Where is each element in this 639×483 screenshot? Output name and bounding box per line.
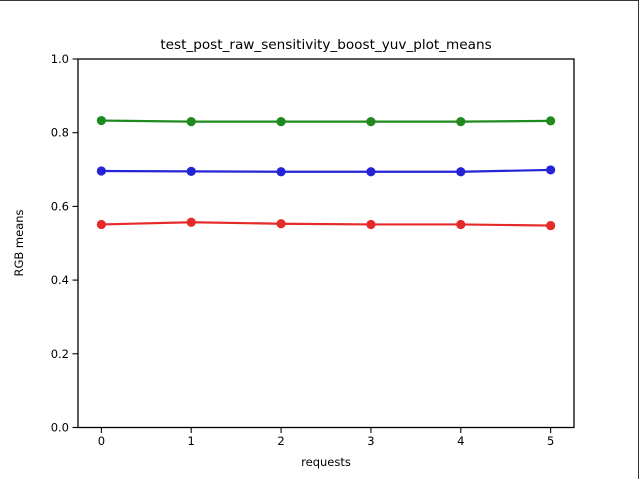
screenshot-top-edge [0, 0, 639, 1]
data-point-blue [456, 167, 466, 177]
x-tick-label: 3 [367, 434, 374, 448]
data-point-red [276, 219, 286, 229]
y-tick-label: 0.8 [51, 126, 69, 140]
y-tick-label: 0.4 [51, 273, 69, 287]
x-tick-label: 5 [547, 434, 554, 448]
chart-title: test_post_raw_sensitivity_boost_yuv_plot… [160, 37, 491, 53]
data-point-blue [96, 166, 106, 176]
series-line-green [100, 119, 552, 123]
series-line-blue [100, 168, 552, 173]
x-tick-label: 0 [98, 434, 105, 448]
data-point-red [456, 219, 466, 230]
series-line-red [100, 221, 552, 227]
data-point-green [186, 117, 196, 127]
data-point-green [456, 117, 466, 127]
x-tick-label: 4 [457, 434, 464, 448]
data-point-blue [276, 167, 286, 177]
axes-spines [77, 58, 575, 429]
data-point-blue [186, 166, 196, 176]
data-point-red [96, 219, 106, 230]
data-point-green [366, 117, 376, 127]
data-point-green [96, 115, 106, 126]
y-tick-label: 0.0 [51, 421, 69, 435]
x-axis-label: requests [301, 455, 351, 469]
y-tick-label: 1.0 [51, 52, 69, 66]
data-point-green [546, 116, 556, 126]
x-tick-label: 1 [188, 434, 195, 448]
data-point-red [546, 220, 556, 231]
y-tick-label: 0.2 [51, 347, 69, 361]
data-point-blue [546, 165, 556, 175]
x-tick-label: 2 [277, 434, 284, 448]
data-point-red [186, 217, 196, 227]
data-point-green [276, 117, 286, 127]
y-axis-label: RGB means [12, 209, 26, 276]
y-tick-label: 0.6 [51, 199, 69, 213]
data-point-red [366, 219, 376, 230]
data-point-blue [366, 167, 376, 177]
